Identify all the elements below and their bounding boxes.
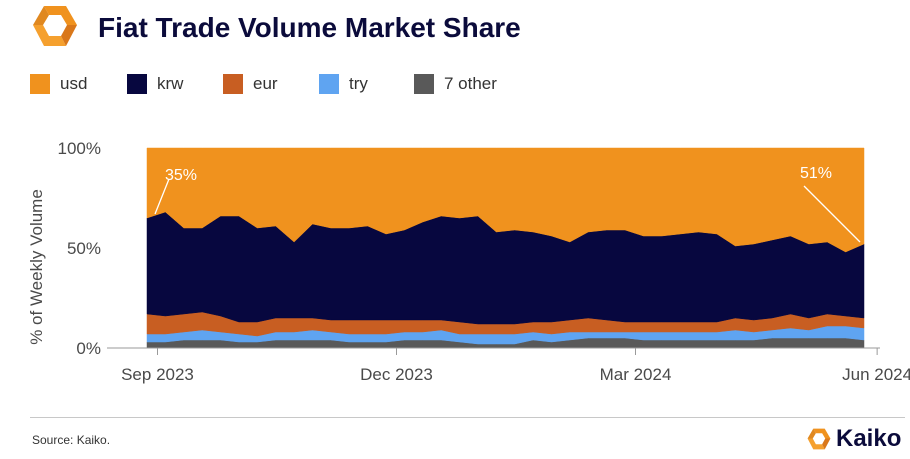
annotation-label: 35% [165, 167, 197, 184]
x-tick-label: Mar 2024 [600, 365, 672, 384]
legend-swatch-usd [30, 74, 50, 94]
legend-label-usd: usd [60, 74, 88, 93]
footer-brand: Kaiko [806, 424, 901, 454]
legend-item-usd: usd [30, 73, 87, 95]
legend-item-krw: krw [127, 73, 183, 95]
y-axis-label: % of Weekly Volume [27, 189, 46, 345]
legend-swatch-krw [127, 74, 147, 94]
legend-swatch-try [319, 74, 339, 94]
footer-divider [30, 417, 905, 418]
area-series-usd [146, 147, 865, 253]
legend-item-try: try [319, 73, 368, 95]
x-axis: Sep 2023 Dec 2023 Mar 2024 Jun 2024 [107, 347, 910, 384]
x-tick-label: Sep 2023 [121, 365, 194, 384]
y-tick-label: 50% [67, 239, 101, 258]
annotation-leader-line [803, 185, 861, 243]
brand-name: Kaiko [836, 425, 902, 452]
chart-areas [146, 147, 865, 349]
kaiko-logo-icon [807, 428, 831, 450]
annotation-label: 51% [800, 165, 832, 182]
annotation-leader-line [154, 178, 170, 215]
source-note: Source: Kaiko. [32, 433, 111, 447]
area-chart: 35% 51% 0% 50% 100% Sep 2023 Dec 2023 Mar 202… [27, 139, 910, 384]
legend-swatch-eur [223, 74, 243, 94]
header [30, 4, 80, 48]
legend-label-try: try [349, 74, 368, 93]
x-tick-label: Dec 2023 [360, 365, 433, 384]
y-tick-label: 0% [76, 339, 101, 358]
legend-label-krw: krw [157, 74, 184, 93]
y-tick-label: 100% [58, 139, 101, 158]
legend-label-other: 7 other [444, 74, 497, 93]
y-axis: 0% 50% 100% [58, 139, 101, 358]
legend-item-other: 7 other [414, 73, 497, 95]
legend-item-eur: eur [223, 73, 278, 95]
page-title: Fiat Trade Volume Market Share [98, 12, 521, 43]
legend-label-eur: eur [253, 74, 278, 93]
x-tick-label: Jun 2024 [842, 365, 910, 384]
chart-annotations: 35% 51% [154, 165, 861, 243]
kaiko-logo-icon [33, 6, 77, 46]
legend-swatch-other [414, 74, 434, 94]
